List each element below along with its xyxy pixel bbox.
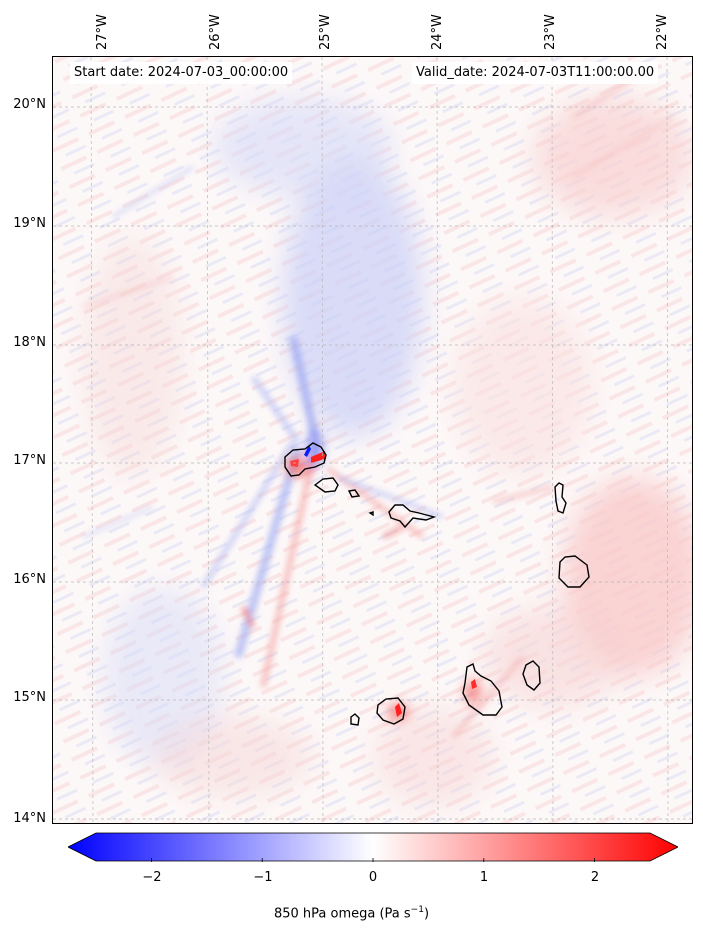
island-maio [522, 660, 541, 691]
omega-field-map [53, 57, 692, 823]
island-fogo [376, 697, 406, 725]
colorbar-label: 850 hPa omega (Pa s−1) [0, 905, 703, 921]
island-raso [368, 511, 374, 517]
lat-label-18n: 18°N [13, 335, 46, 350]
valid-date-label: Valid_date: 2024-07-03T11:00:00.00 [412, 62, 659, 84]
colorbar-tick-label-0: 0 [368, 870, 378, 885]
lon-label-27w: 27°W [95, 14, 110, 50]
island-brava [350, 713, 360, 726]
island-santo-antao [284, 442, 327, 477]
island-sao-nicolau [388, 504, 437, 529]
lon-label-25w: 25°W [318, 14, 333, 50]
colorbar-label-text: 850 hPa omega (Pa s [273, 906, 411, 922]
lat-label-14n: 14°N [13, 811, 46, 826]
colorbar-tick-label-neg2: −2 [142, 870, 162, 885]
colorbar [68, 832, 678, 862]
lon-label-22w: 22°W [655, 14, 670, 50]
start-date-label: Start date: 2024-07-03_00:00:00 [70, 62, 293, 84]
colorbar-ticks [151, 858, 595, 862]
island-boa-vista [558, 555, 590, 588]
graticule [53, 57, 692, 823]
coastlines [284, 442, 590, 726]
colorbar-tick-label-1: 1 [479, 870, 489, 885]
colorbar-gradient [68, 832, 678, 862]
island-sao-vicente [313, 477, 339, 493]
lat-label-16n: 16°N [13, 572, 46, 587]
island-santa-luzia [347, 489, 361, 498]
lon-label-24w: 24°W [430, 14, 445, 50]
colorbar-label-close: ) [423, 906, 430, 922]
lat-label-19n: 19°N [13, 216, 46, 231]
colorbar-tick-label-2: 2 [590, 870, 600, 885]
colorbar-tick-label-neg1: −1 [253, 870, 273, 885]
island-santiago [462, 662, 503, 716]
island-sal [554, 482, 567, 514]
lon-label-26w: 26°W [208, 14, 223, 50]
map-panel [52, 56, 693, 824]
colorbar-label-exponent: −1 [410, 905, 424, 915]
field-wave-streaks [82, 64, 675, 739]
lon-label-23w: 23°W [543, 14, 558, 50]
lat-label-17n: 17°N [13, 453, 46, 468]
field-broad-regions [83, 97, 692, 807]
lat-label-20n: 20°N [13, 97, 46, 112]
lat-label-15n: 15°N [13, 690, 46, 705]
